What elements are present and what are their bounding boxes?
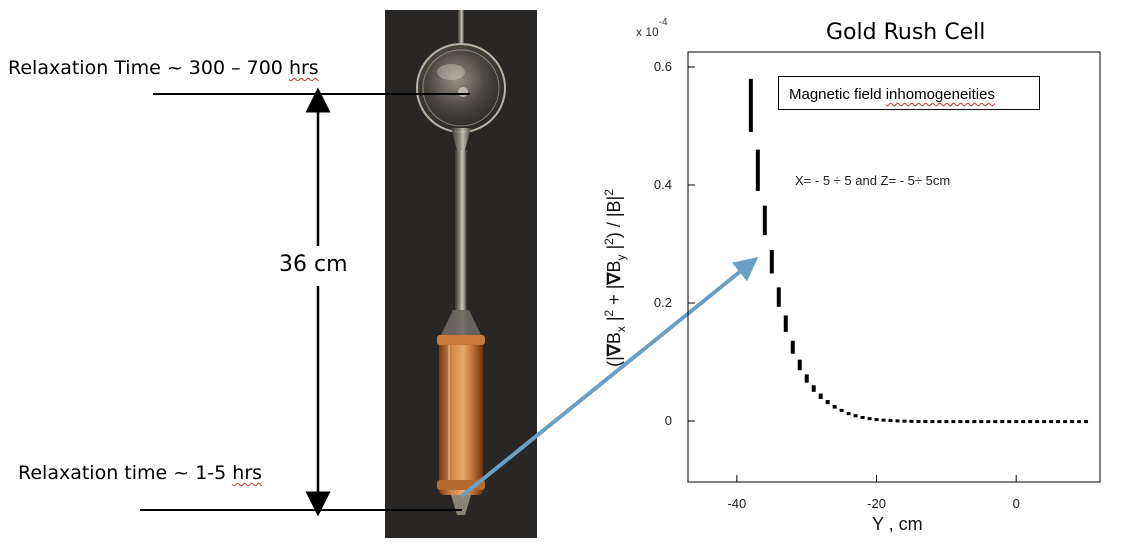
data-point: [846, 412, 851, 416]
x-tick-label: -20: [867, 496, 886, 511]
bottom-relaxation-label: Relaxation time ~ 1-5 hrs: [18, 462, 263, 484]
data-point: [874, 418, 879, 422]
x-tick-label: 0: [1013, 496, 1020, 511]
data-point: [909, 419, 914, 423]
data-point: [783, 315, 788, 332]
data-point: [867, 417, 872, 421]
top-relaxation-label: Relaxation Time ~ 300 – 700 hrs: [8, 57, 319, 79]
data-point: [1021, 420, 1026, 424]
data-point: [1000, 420, 1005, 424]
data-point: [965, 420, 970, 424]
length-label: 36 cm: [275, 252, 352, 277]
x-tick-label: -40: [727, 496, 746, 511]
data-point: [797, 359, 802, 371]
data-point: [986, 420, 991, 424]
data-point: [972, 420, 977, 424]
data-point: [937, 420, 942, 424]
y-tick-label: 0.4: [654, 177, 672, 192]
data-point: [1035, 420, 1040, 424]
data-point: [839, 408, 844, 412]
svg-text:(|∇Bx |2 + |∇By |2) / |B|2: (|∇Bx |2 + |∇By |2) / |B|2: [602, 189, 628, 367]
data-point: [748, 78, 753, 132]
data-point: [881, 418, 886, 422]
range-annotation: X= - 5 ÷ 5 and Z= - 5÷ 5cm: [795, 173, 951, 188]
data-point: [1070, 420, 1075, 424]
data-point: [825, 400, 830, 405]
y-axis: 0 0.2 0.4 0.6: [654, 59, 695, 428]
data-point: [1007, 420, 1012, 424]
y-scale-exponent: x 10-4: [636, 17, 668, 39]
data-point: [1056, 420, 1061, 424]
data-point: [930, 420, 935, 424]
chart-title: Gold Rush Cell: [826, 20, 986, 45]
data-point: [888, 419, 893, 423]
data-point: [902, 419, 907, 423]
data-point: [762, 205, 767, 236]
data-point: [804, 374, 809, 383]
data-point: [1014, 420, 1019, 424]
data-series: [748, 78, 1089, 424]
legend-box: Magnetic field inhomogeneities: [778, 76, 1040, 110]
y-tick-label: 0: [665, 413, 672, 428]
data-point: [1063, 420, 1068, 424]
data-point: [993, 420, 998, 424]
y-axis-label: (|∇Bx |2 + |∇By |2) / |B|2: [602, 189, 628, 367]
data-point: [979, 420, 984, 424]
x-axis: -40 -20 0: [727, 475, 1020, 511]
x-axis-label: Y , cm: [872, 514, 923, 534]
data-point: [895, 419, 900, 423]
data-point: [860, 415, 865, 419]
plot-frame: [687, 51, 1101, 483]
data-point: [1084, 420, 1089, 424]
gold-rush-cell-photo: [385, 10, 537, 538]
data-point: [951, 420, 956, 424]
data-point: [832, 405, 837, 409]
y-tick-label: 0.2: [654, 295, 672, 310]
data-point: [944, 420, 949, 424]
connection-arrow: [460, 256, 759, 498]
data-point: [1049, 420, 1054, 424]
data-point: [790, 340, 795, 354]
data-point: [1028, 420, 1033, 424]
data-point: [958, 420, 963, 424]
data-point: [769, 249, 774, 274]
data-point: [916, 419, 921, 423]
data-point: [818, 393, 823, 399]
data-point: [1077, 420, 1082, 424]
data-point: [853, 414, 858, 418]
data-point: [776, 287, 781, 307]
data-point: [755, 149, 760, 191]
data-point: [923, 419, 928, 423]
data-point: [811, 385, 816, 392]
data-point: [1042, 420, 1047, 424]
y-tick-label: 0.6: [654, 59, 672, 74]
